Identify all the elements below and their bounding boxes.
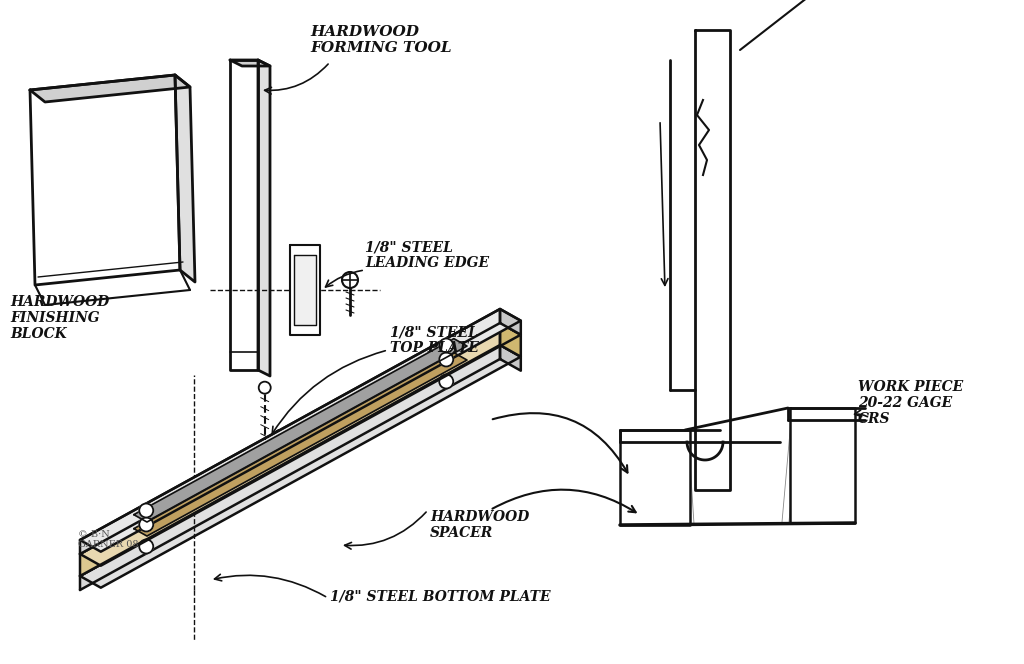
Polygon shape — [134, 339, 467, 522]
Polygon shape — [175, 75, 195, 282]
Polygon shape — [294, 255, 316, 325]
Polygon shape — [790, 408, 855, 523]
Polygon shape — [500, 323, 521, 357]
Polygon shape — [230, 60, 270, 66]
Circle shape — [439, 374, 454, 388]
Text: HARDWOOD
FORMING TOOL: HARDWOOD FORMING TOOL — [310, 25, 452, 55]
Polygon shape — [30, 75, 190, 102]
Polygon shape — [695, 30, 730, 490]
Circle shape — [342, 272, 358, 288]
Polygon shape — [80, 345, 521, 588]
Text: HARDWOOD
SPACER: HARDWOOD SPACER — [430, 510, 529, 540]
Polygon shape — [134, 353, 467, 536]
Circle shape — [259, 382, 270, 394]
Polygon shape — [80, 309, 500, 554]
Text: 1/8" STEEL BOTTOM PLATE: 1/8" STEEL BOTTOM PLATE — [330, 590, 551, 604]
Polygon shape — [620, 430, 690, 525]
Polygon shape — [80, 345, 500, 590]
Circle shape — [439, 353, 454, 367]
Polygon shape — [30, 75, 180, 285]
Circle shape — [139, 517, 154, 531]
Polygon shape — [290, 245, 321, 335]
Polygon shape — [500, 345, 521, 371]
Circle shape — [139, 540, 154, 554]
Text: WORK PIECE
20-22 GAGE
CRS: WORK PIECE 20-22 GAGE CRS — [858, 380, 964, 426]
Text: 1/8" STEEL
LEADING EDGE: 1/8" STEEL LEADING EDGE — [365, 240, 489, 270]
Polygon shape — [80, 323, 521, 566]
Polygon shape — [80, 309, 521, 552]
Text: © B·N
GARNER 08: © B·N GARNER 08 — [78, 530, 138, 549]
Polygon shape — [258, 60, 270, 376]
Polygon shape — [230, 60, 258, 370]
Text: HARDWOOD
FINISHING
BLOCK: HARDWOOD FINISHING BLOCK — [10, 295, 110, 341]
Circle shape — [439, 339, 454, 353]
Circle shape — [139, 503, 154, 517]
Polygon shape — [80, 323, 500, 576]
Text: 1/8" STEEL
TOP PLATE: 1/8" STEEL TOP PLATE — [390, 325, 479, 355]
Polygon shape — [500, 309, 521, 335]
